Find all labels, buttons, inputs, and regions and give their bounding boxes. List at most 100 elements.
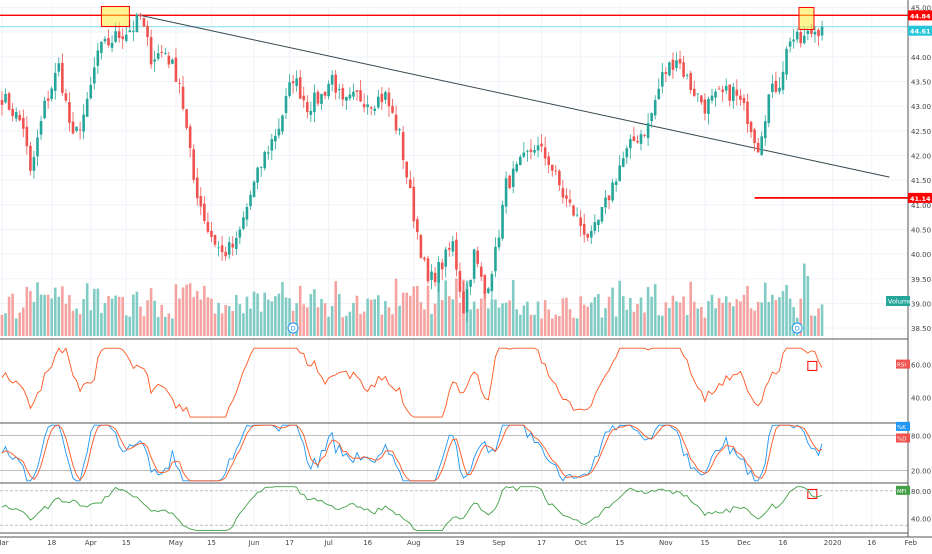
candle[interactable] bbox=[526, 149, 529, 162]
candle[interactable] bbox=[519, 154, 522, 166]
candle[interactable] bbox=[760, 131, 763, 157]
candle[interactable] bbox=[316, 89, 320, 107]
candle[interactable] bbox=[788, 37, 792, 53]
candle[interactable] bbox=[433, 266, 437, 287]
candle[interactable] bbox=[682, 55, 685, 79]
candle[interactable] bbox=[692, 80, 696, 97]
candle[interactable] bbox=[36, 129, 39, 167]
candle[interactable] bbox=[217, 241, 220, 257]
candle[interactable] bbox=[767, 93, 771, 128]
candle[interactable] bbox=[781, 61, 785, 95]
candle[interactable] bbox=[167, 51, 171, 69]
candle[interactable] bbox=[146, 20, 149, 46]
candle[interactable] bbox=[508, 174, 511, 190]
candle[interactable] bbox=[579, 209, 582, 237]
candle[interactable] bbox=[813, 26, 817, 43]
candle[interactable] bbox=[572, 204, 575, 217]
candle[interactable] bbox=[295, 70, 298, 92]
candle[interactable] bbox=[536, 136, 540, 158]
candle[interactable] bbox=[341, 83, 345, 107]
candle[interactable] bbox=[224, 246, 227, 261]
candle[interactable] bbox=[373, 105, 377, 116]
candle[interactable] bbox=[696, 93, 700, 103]
candle[interactable] bbox=[710, 88, 714, 104]
candle[interactable] bbox=[124, 26, 128, 43]
candle[interactable] bbox=[249, 190, 252, 210]
candle[interactable] bbox=[206, 212, 210, 234]
candle[interactable] bbox=[440, 258, 444, 280]
candle[interactable] bbox=[675, 52, 678, 72]
candle[interactable] bbox=[707, 96, 710, 125]
candle[interactable] bbox=[487, 287, 490, 295]
candle[interactable] bbox=[14, 107, 18, 122]
candle[interactable] bbox=[416, 216, 419, 240]
candle[interactable] bbox=[799, 28, 803, 48]
candle[interactable] bbox=[103, 36, 107, 44]
candle[interactable] bbox=[657, 78, 661, 100]
candle[interactable] bbox=[547, 152, 550, 174]
candle[interactable] bbox=[0, 91, 4, 116]
candle[interactable] bbox=[323, 91, 327, 100]
candle[interactable] bbox=[185, 108, 188, 130]
candle[interactable] bbox=[25, 116, 29, 155]
candle[interactable] bbox=[653, 95, 657, 120]
candle[interactable] bbox=[472, 248, 476, 284]
candle[interactable] bbox=[774, 71, 778, 94]
candle[interactable] bbox=[352, 83, 355, 101]
candle[interactable] bbox=[121, 28, 124, 49]
candle[interactable] bbox=[362, 93, 366, 113]
candle[interactable] bbox=[703, 93, 707, 121]
candle[interactable] bbox=[281, 114, 284, 135]
candle[interactable] bbox=[618, 155, 621, 182]
candle[interactable] bbox=[334, 69, 337, 100]
candle[interactable] bbox=[511, 161, 515, 194]
candle[interactable] bbox=[522, 142, 526, 159]
candle[interactable] bbox=[22, 109, 25, 138]
candle[interactable] bbox=[270, 133, 274, 161]
candle[interactable] bbox=[600, 206, 604, 224]
candle[interactable] bbox=[664, 67, 668, 83]
candle[interactable] bbox=[263, 150, 266, 171]
candle[interactable] bbox=[313, 84, 316, 123]
candle[interactable] bbox=[174, 48, 178, 83]
candle[interactable] bbox=[29, 141, 32, 176]
candle[interactable] bbox=[586, 233, 590, 242]
candle[interactable] bbox=[380, 87, 384, 110]
candle[interactable] bbox=[490, 271, 494, 299]
candle[interactable] bbox=[643, 133, 646, 138]
candle[interactable] bbox=[533, 145, 536, 156]
candle[interactable] bbox=[284, 88, 288, 119]
candle[interactable] bbox=[561, 179, 565, 204]
candle[interactable] bbox=[210, 222, 213, 243]
candle[interactable] bbox=[739, 89, 742, 106]
candle[interactable] bbox=[355, 90, 359, 101]
candle[interactable] bbox=[494, 237, 497, 278]
candle[interactable] bbox=[469, 279, 472, 295]
dividend-marker[interactable] bbox=[287, 322, 299, 334]
candle[interactable] bbox=[650, 112, 653, 128]
candle[interactable] bbox=[327, 80, 330, 100]
candle[interactable] bbox=[604, 190, 607, 215]
candle[interactable] bbox=[242, 211, 245, 231]
candle[interactable] bbox=[607, 195, 611, 210]
candle[interactable] bbox=[188, 123, 192, 158]
candle[interactable] bbox=[199, 187, 203, 216]
candle[interactable] bbox=[590, 225, 593, 244]
candle[interactable] bbox=[156, 44, 160, 61]
candle[interactable] bbox=[568, 189, 572, 207]
candle[interactable] bbox=[96, 42, 100, 74]
candle[interactable] bbox=[763, 115, 767, 146]
candle[interactable] bbox=[93, 57, 96, 90]
candle[interactable] bbox=[231, 236, 235, 256]
candle[interactable] bbox=[252, 180, 256, 198]
candle[interactable] bbox=[455, 232, 458, 277]
candle[interactable] bbox=[401, 126, 405, 169]
candle[interactable] bbox=[661, 62, 664, 94]
candle[interactable] bbox=[142, 17, 146, 28]
candle[interactable] bbox=[448, 241, 451, 257]
candle[interactable] bbox=[398, 127, 401, 136]
candle[interactable] bbox=[458, 262, 462, 298]
candle[interactable] bbox=[288, 73, 291, 98]
candle[interactable] bbox=[515, 161, 519, 173]
candle[interactable] bbox=[476, 246, 479, 268]
